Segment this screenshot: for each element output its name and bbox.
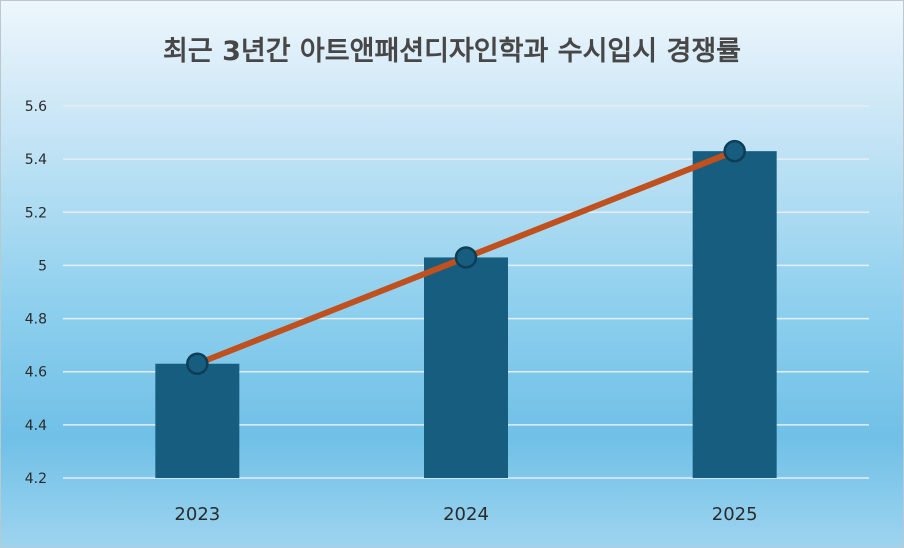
y-tick-label: 5.2 (25, 205, 47, 221)
y-tick-label: 5 (38, 258, 47, 274)
bar (424, 257, 508, 478)
chart-title: 최근 3년간 아트앤패션디자인학과 수시입시 경쟁률 (162, 36, 742, 67)
y-tick-label: 4.4 (25, 418, 47, 434)
x-tick-label: 2025 (712, 504, 758, 525)
y-tick-label: 4.8 (25, 312, 47, 328)
x-tick-label: 2023 (174, 504, 220, 525)
data-point (186, 352, 209, 375)
y-tick-label: 5.6 (25, 99, 47, 115)
bar (155, 363, 240, 478)
x-tick-label: 2024 (443, 504, 489, 525)
data-point (454, 246, 478, 269)
y-tick-label: 4.6 (25, 365, 47, 381)
y-tick-label: 5.4 (25, 152, 47, 168)
data-point (723, 139, 746, 163)
y-tick-label: 4.2 (25, 471, 47, 487)
bar (692, 151, 777, 478)
